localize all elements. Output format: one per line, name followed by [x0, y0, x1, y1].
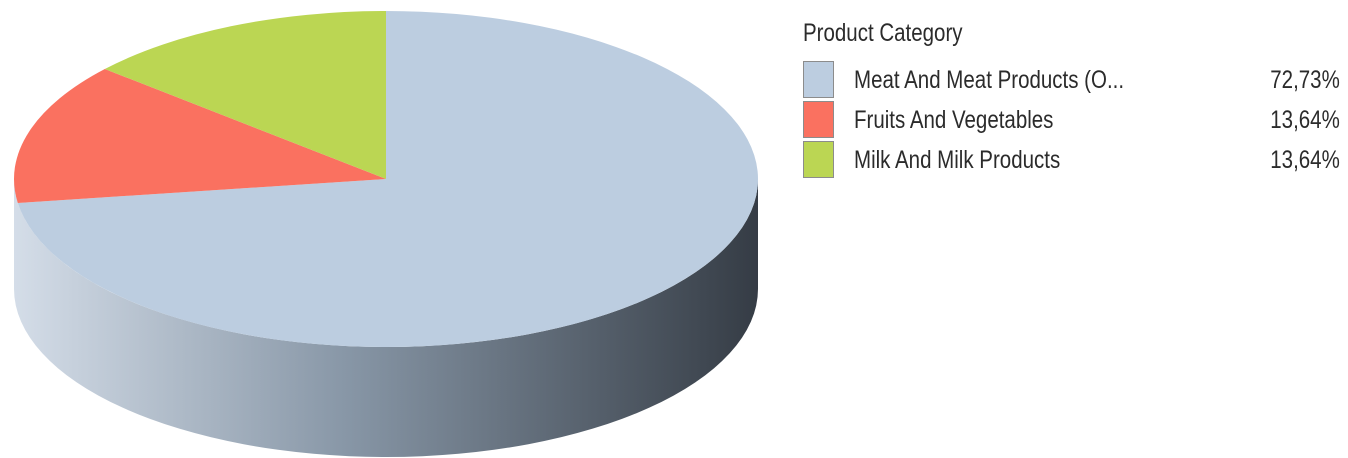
legend-value-fruits: 13,64% [1270, 106, 1340, 134]
legend-value-milk: 13,64% [1270, 146, 1340, 174]
legend-title: Product Category [803, 19, 963, 47]
pie-slice-fruits-and-vegetables[interactable] [13, 69, 386, 203]
legend-value-meat: 72,73% [1270, 66, 1340, 94]
legend-label-milk: Milk And Milk Products [854, 146, 1061, 174]
pie-slice-milk-and-milk-products[interactable] [104, 11, 386, 179]
legend-label-meat: Meat And Meat Products (O... [854, 66, 1125, 94]
legend-swatch-meat [803, 61, 834, 98]
legend-swatch-fruits [803, 101, 834, 138]
legend-swatch-milk [803, 141, 834, 178]
chart-legend: Product Category Meat And Meat Products … [803, 16, 1348, 180]
legend-item-milk[interactable]: Milk And Milk Products 13,64% [803, 140, 1348, 180]
legend-item-meat[interactable]: Meat And Meat Products (O... 72,73% [803, 60, 1348, 100]
legend-label-fruits: Fruits And Vegetables [854, 106, 1054, 134]
pie-chart [13, 11, 758, 457]
legend-item-fruits[interactable]: Fruits And Vegetables 13,64% [803, 100, 1348, 140]
pie-side-band [14, 179, 758, 457]
pie-slice-meat-and-meat-products-o[interactable] [17, 11, 758, 347]
